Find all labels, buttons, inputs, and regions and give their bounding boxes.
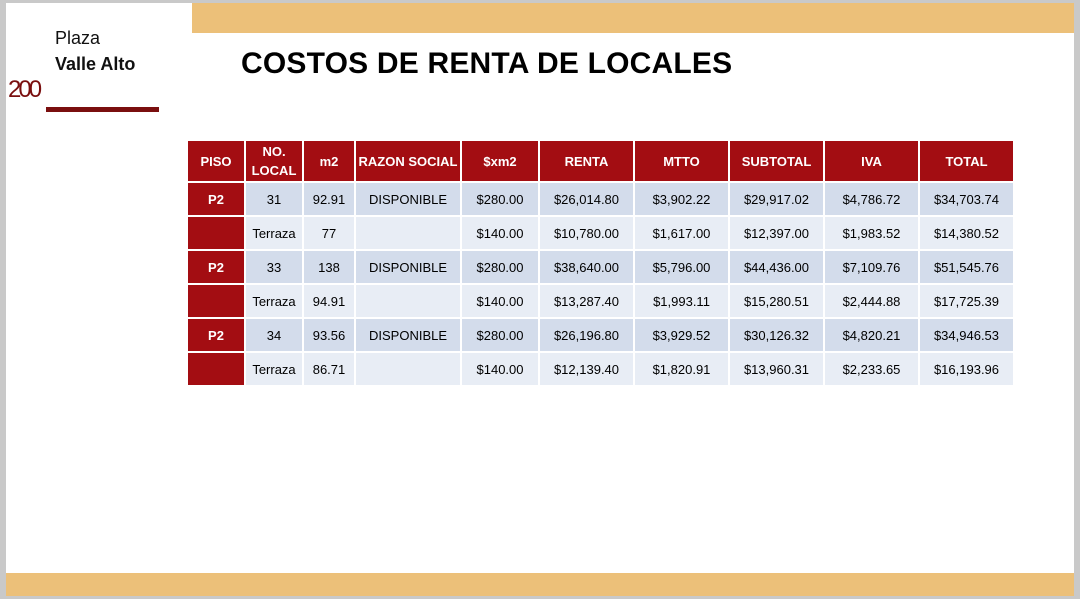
top-accent-band: [192, 3, 1074, 33]
rent-costs-table: PISO NO. LOCAL m2 RAZON SOCIAL $xm2 RENT…: [186, 139, 1015, 387]
brand-underline: [46, 107, 159, 112]
cell-piso: P2: [188, 183, 244, 215]
header-mtto: MTTO: [635, 141, 728, 181]
header-no-local-line2: LOCAL: [251, 163, 297, 178]
cell-m2: 77: [304, 217, 354, 249]
cell-local: Terraza: [246, 353, 302, 385]
header-iva: IVA: [825, 141, 918, 181]
cell-price-per-m2: $280.00: [462, 319, 538, 351]
cell-local: Terraza: [246, 217, 302, 249]
table-row: Terraza 86.71 $140.00 $12,139.40 $1,820.…: [188, 353, 1013, 385]
cell-razon-social: [356, 217, 460, 249]
cell-renta: $38,640.00: [540, 251, 633, 283]
cell-total: $14,380.52: [920, 217, 1013, 249]
cell-m2: 94.91: [304, 285, 354, 317]
header-total: TOTAL: [920, 141, 1013, 181]
cell-mtto: $3,902.22: [635, 183, 728, 215]
cell-razon-social: DISPONIBLE: [356, 319, 460, 351]
header-price-per-m2: $xm2: [462, 141, 538, 181]
table-row: P2 34 93.56 DISPONIBLE $280.00 $26,196.8…: [188, 319, 1013, 351]
bottom-accent-band: [6, 573, 1074, 596]
table-row: Terraza 77 $140.00 $10,780.00 $1,617.00 …: [188, 217, 1013, 249]
cell-iva: $4,786.72: [825, 183, 918, 215]
cell-total: $34,946.53: [920, 319, 1013, 351]
cell-iva: $2,444.88: [825, 285, 918, 317]
cell-iva: $4,820.21: [825, 319, 918, 351]
cell-subtotal: $30,126.32: [730, 319, 823, 351]
cell-price-per-m2: $140.00: [462, 217, 538, 249]
cell-total: $16,193.96: [920, 353, 1013, 385]
cell-local: 31: [246, 183, 302, 215]
header-razon-social: RAZON SOCIAL: [356, 141, 460, 181]
cell-subtotal: $13,960.31: [730, 353, 823, 385]
cell-piso: P2: [188, 319, 244, 351]
cell-piso: [188, 217, 244, 249]
header-no-local: NO. LOCAL: [246, 141, 302, 181]
brand-mark: 200: [8, 76, 42, 103]
table-row: P2 33 138 DISPONIBLE $280.00 $38,640.00 …: [188, 251, 1013, 283]
cell-mtto: $1,993.11: [635, 285, 728, 317]
cell-m2: 138: [304, 251, 354, 283]
cell-subtotal: $12,397.00: [730, 217, 823, 249]
header-no-local-line1: NO.: [262, 144, 286, 159]
cell-mtto: $1,820.91: [635, 353, 728, 385]
brand-line-valle-alto: Valle Alto: [55, 54, 136, 74]
header-piso: PISO: [188, 141, 244, 181]
cell-renta: $26,196.80: [540, 319, 633, 351]
cell-local: 34: [246, 319, 302, 351]
cell-subtotal: $15,280.51: [730, 285, 823, 317]
cell-total: $51,545.76: [920, 251, 1013, 283]
cell-m2: 86.71: [304, 353, 354, 385]
cell-mtto: $3,929.52: [635, 319, 728, 351]
table-row: P2 31 92.91 DISPONIBLE $280.00 $26,014.8…: [188, 183, 1013, 215]
table-row: Terraza 94.91 $140.00 $13,287.40 $1,993.…: [188, 285, 1013, 317]
cell-mtto: $5,796.00: [635, 251, 728, 283]
cell-razon-social: [356, 353, 460, 385]
brand-line-plaza: Plaza: [55, 28, 101, 48]
cell-price-per-m2: $140.00: [462, 285, 538, 317]
cell-price-per-m2: $280.00: [462, 251, 538, 283]
cell-renta: $13,287.40: [540, 285, 633, 317]
cell-local: 33: [246, 251, 302, 283]
cell-total: $17,725.39: [920, 285, 1013, 317]
cell-renta: $10,780.00: [540, 217, 633, 249]
cell-razon-social: DISPONIBLE: [356, 251, 460, 283]
cell-m2: 93.56: [304, 319, 354, 351]
cell-price-per-m2: $280.00: [462, 183, 538, 215]
header-renta: RENTA: [540, 141, 633, 181]
cell-iva: $2,233.65: [825, 353, 918, 385]
cell-local: Terraza: [246, 285, 302, 317]
cell-piso: P2: [188, 251, 244, 283]
cell-subtotal: $29,917.02: [730, 183, 823, 215]
cell-iva: $7,109.76: [825, 251, 918, 283]
page-title: COSTOS DE RENTA DE LOCALES: [241, 47, 733, 80]
cell-m2: 92.91: [304, 183, 354, 215]
cell-iva: $1,983.52: [825, 217, 918, 249]
cell-subtotal: $44,436.00: [730, 251, 823, 283]
cell-renta: $26,014.80: [540, 183, 633, 215]
header-subtotal: SUBTOTAL: [730, 141, 823, 181]
cell-price-per-m2: $140.00: [462, 353, 538, 385]
cell-renta: $12,139.40: [540, 353, 633, 385]
cell-piso: [188, 285, 244, 317]
cell-razon-social: [356, 285, 460, 317]
cell-mtto: $1,617.00: [635, 217, 728, 249]
header-m2: m2: [304, 141, 354, 181]
cell-total: $34,703.74: [920, 183, 1013, 215]
cell-razon-social: DISPONIBLE: [356, 183, 460, 215]
cell-piso: [188, 353, 244, 385]
table-header-row: PISO NO. LOCAL m2 RAZON SOCIAL $xm2 RENT…: [188, 141, 1013, 181]
